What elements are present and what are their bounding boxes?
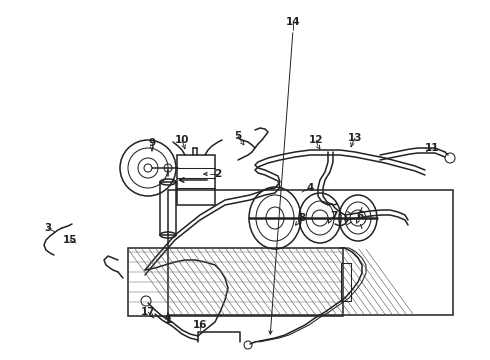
Text: 5: 5 (234, 131, 242, 141)
Bar (341, 263, 351, 301)
Text: 16: 16 (193, 320, 207, 330)
Text: 3: 3 (45, 223, 51, 233)
Text: 2: 2 (215, 169, 221, 179)
Text: 10: 10 (175, 135, 189, 145)
Text: 1: 1 (164, 315, 171, 325)
Text: 8: 8 (298, 213, 306, 223)
Text: 7: 7 (330, 211, 338, 221)
Bar (128, 248, 343, 316)
Text: 6: 6 (356, 211, 364, 221)
Text: 4: 4 (306, 183, 314, 193)
Bar (177, 155, 215, 205)
Text: 9: 9 (148, 138, 155, 148)
Text: 17: 17 (141, 307, 155, 317)
Text: 13: 13 (348, 133, 362, 143)
Text: 12: 12 (309, 135, 323, 145)
Bar (168, 190, 453, 315)
Text: 14: 14 (286, 17, 300, 27)
Text: 15: 15 (63, 235, 77, 245)
Text: 11: 11 (425, 143, 439, 153)
Bar (160, 182, 176, 235)
